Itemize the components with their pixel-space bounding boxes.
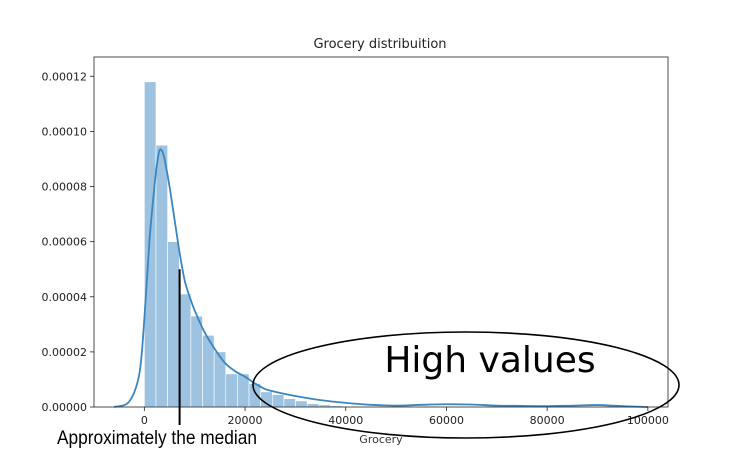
x-tick-label: 60000 (429, 414, 464, 427)
x-tick-label: 100000 (627, 414, 669, 427)
median-annotation: Approximately the median (57, 428, 257, 449)
y-tick-label: 0.00004 (42, 291, 88, 304)
chart-title: Grocery distribuition (313, 37, 446, 52)
histogram-bar (144, 81, 157, 408)
high-values-annotation: High values (384, 340, 595, 381)
histogram-bar (271, 394, 285, 408)
histogram-bar (213, 351, 227, 408)
x-tick-label: 40000 (328, 414, 363, 427)
histogram-bar (248, 383, 261, 408)
histogram-bar (178, 293, 192, 408)
y-tick-label: 0.00000 (42, 401, 88, 414)
histogram-bar (225, 373, 238, 408)
histogram-bar (155, 144, 168, 408)
x-axis-ticks: 0 20000 40000 60000 80000 100000 (141, 407, 669, 427)
y-tick-label: 0.00008 (42, 181, 88, 194)
histogram-bar (190, 315, 203, 408)
kde-density-line (113, 148, 648, 408)
axes-frame (93, 56, 669, 408)
x-axis-label: Grocery (359, 433, 403, 446)
histogram-bar (283, 398, 296, 408)
histogram-bar (167, 241, 180, 408)
histogram-bar (260, 391, 273, 408)
y-axis-ticks: 0.00000 0.00002 0.00004 0.00006 0.00008 0.000… (42, 70, 94, 414)
y-tick-label: 0.00002 (42, 346, 88, 359)
histogram-bars (144, 81, 343, 408)
x-tick-label: 20000 (228, 414, 263, 427)
histogram-bar (306, 403, 320, 408)
y-tick-label: 0.00006 (42, 236, 88, 249)
high-values-ellipse (252, 331, 680, 439)
histogram-bar (295, 400, 308, 408)
x-tick-label: 80000 (530, 414, 565, 427)
y-tick-label: 0.00012 (42, 70, 88, 83)
y-tick-label: 0.00010 (42, 125, 88, 138)
x-tick-label: 0 (141, 414, 148, 427)
